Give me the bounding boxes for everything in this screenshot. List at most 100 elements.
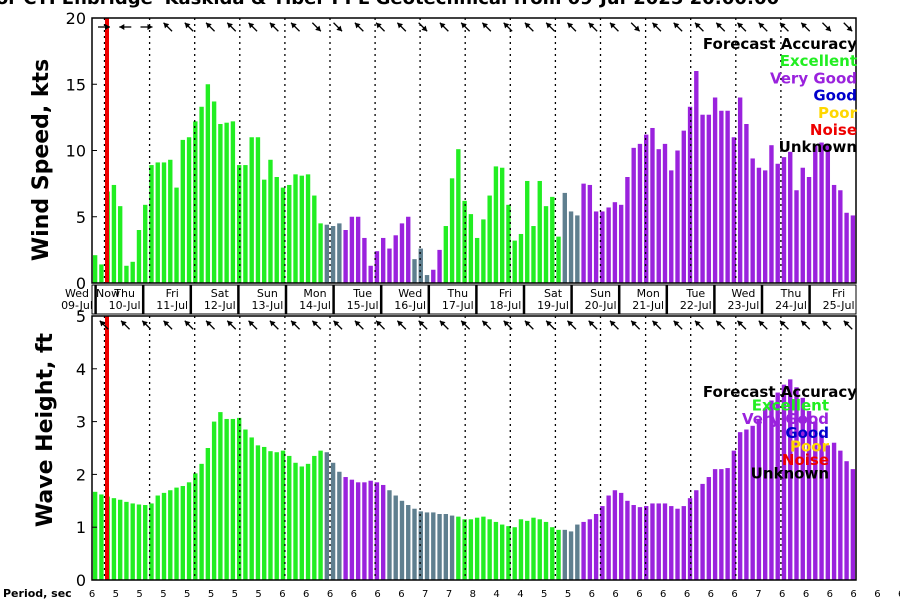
wind-y-tick-label: 15 [66, 75, 86, 94]
arrow-head [461, 22, 467, 29]
arrow-head [397, 320, 404, 327]
wave-bar [737, 432, 743, 580]
arrow-head [99, 320, 106, 327]
wave-bar [800, 397, 805, 580]
now-label: Now [96, 287, 120, 300]
wind-bar [537, 180, 542, 283]
wave-bar [143, 505, 148, 580]
period-value: 5 [113, 589, 119, 600]
wind-bar [838, 190, 843, 283]
arrow-head [652, 22, 659, 29]
wave-bar [186, 482, 192, 580]
wind-bar [525, 180, 530, 283]
wind-bar [644, 134, 649, 283]
wave-direction-arrow [290, 320, 301, 330]
wave-bar [318, 450, 323, 580]
wave-direction-arrow [120, 320, 131, 330]
arrow-head [609, 22, 616, 29]
wind-bar [687, 106, 693, 284]
wave-bar [531, 517, 536, 580]
wave-bar [243, 429, 248, 580]
wave-bar [550, 527, 555, 580]
date-label: 23-Jul [727, 299, 759, 312]
period-value: 5 [136, 589, 142, 600]
wave-bar [236, 417, 242, 580]
wave-bar [393, 495, 398, 580]
arrow-head [546, 320, 552, 327]
wind-bar [124, 265, 129, 283]
wind-bar [606, 207, 611, 283]
day-strip-frame [91, 284, 857, 315]
period-value: 6 [327, 589, 333, 600]
wind-bar [781, 157, 787, 284]
arrow-head [206, 22, 212, 29]
wind-direction-arrow [163, 22, 173, 32]
wind-bar [506, 204, 511, 283]
wave-bar [456, 516, 461, 580]
wave-bar [255, 445, 261, 580]
legend-item: Unknown [779, 138, 857, 156]
arrow-head [482, 22, 489, 29]
arrow-head [779, 22, 786, 29]
wave-bar [650, 503, 655, 580]
wind-bar [631, 147, 636, 283]
wind-bar [675, 150, 680, 283]
period-value: 6 [708, 589, 714, 600]
arrow-head [397, 22, 404, 29]
wave-bar [406, 505, 411, 580]
wind-bar [581, 183, 586, 284]
wind-bar [437, 249, 442, 284]
day-of-week-label: Sun [590, 287, 611, 300]
wind-bar [155, 162, 160, 283]
arrow-head [312, 320, 319, 327]
wave-bar [224, 418, 229, 580]
wind-direction-arrow [715, 22, 726, 32]
wave-bar [299, 466, 304, 580]
period-value: 7 [446, 589, 452, 600]
arrow-head [439, 22, 446, 29]
period-value: 6 [660, 589, 666, 600]
arrow-head [418, 320, 425, 327]
wind-bar [111, 184, 117, 283]
wind-bar [287, 184, 292, 283]
wind-bar [211, 101, 217, 283]
wind-bar [262, 179, 267, 283]
arrow-head [336, 25, 343, 32]
period-value: 6 [898, 589, 900, 600]
wind-bar [293, 174, 298, 283]
day-of-week-label: Wed [731, 287, 755, 300]
wind-bar [249, 137, 254, 283]
chart-title: for CTI Enbridge 'Kaskida & Tiber PPL Ge… [0, 0, 779, 9]
wave-direction-arrow [418, 320, 428, 330]
wave-bar [249, 437, 254, 580]
wind-direction-arrow [439, 22, 449, 32]
wave-bar [637, 507, 643, 580]
wave-y-tick-label: 5 [76, 307, 86, 326]
date-label: 21-Jul [632, 299, 664, 312]
wave-direction-arrow [545, 320, 556, 330]
day-of-week-label: Tue [685, 287, 705, 300]
wave-bar [437, 514, 442, 580]
wave-bar [111, 498, 117, 580]
wave-bar [368, 480, 373, 580]
wind-bar [612, 202, 618, 283]
wave-bar [92, 491, 98, 580]
legend-item: Excellent [752, 397, 829, 415]
wave-direction-arrow [141, 320, 152, 330]
wind-bar [205, 84, 211, 283]
wave-direction-arrow [333, 320, 343, 330]
wind-bar [700, 114, 705, 283]
day-of-week-label: Tue [352, 287, 372, 300]
wave-bar [556, 529, 561, 580]
date-label: 14-Jul [299, 299, 331, 312]
day-of-week-label: Fri [499, 287, 512, 300]
wave-bar [312, 455, 317, 580]
wind-bar [794, 190, 799, 283]
period-value: 6 [684, 589, 690, 600]
wave-direction-arrow [226, 320, 237, 330]
wave-bar [725, 468, 730, 580]
arrow-head [694, 320, 701, 327]
wind-y-tick-label: 5 [76, 208, 86, 227]
arrow-head [631, 320, 637, 327]
wave-bar [825, 445, 831, 580]
